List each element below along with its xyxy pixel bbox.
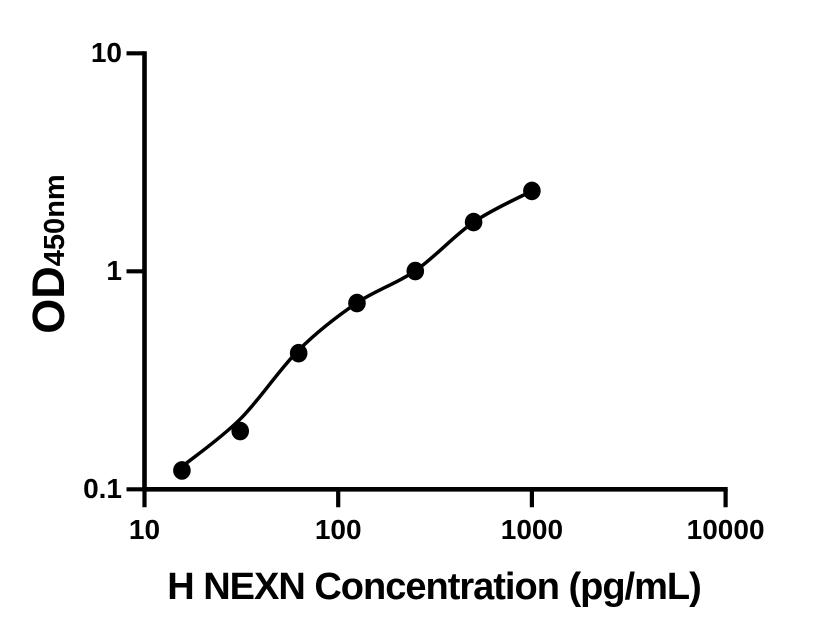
data-points bbox=[173, 181, 541, 480]
y-tick-label: 0.1 bbox=[83, 473, 122, 505]
data-point-marker bbox=[289, 343, 308, 363]
x-tick-label: 100 bbox=[314, 514, 362, 545]
y-tick-label: 1 bbox=[106, 255, 122, 287]
x-tick-label: 1000 bbox=[500, 514, 564, 545]
y-axis-title-subscript: 450nm bbox=[39, 174, 71, 267]
data-point-marker bbox=[406, 261, 425, 281]
x-tick-label: 10000 bbox=[686, 514, 765, 545]
y-axis-title-main: OD bbox=[23, 266, 74, 334]
y-tick-label: 10 bbox=[90, 37, 122, 69]
data-point-marker bbox=[348, 293, 366, 313]
data-point-marker bbox=[173, 461, 191, 480]
x-axis-title: H NEXN Concentration (pg/mL) bbox=[167, 566, 702, 608]
data-point-marker bbox=[464, 212, 483, 232]
axis-ticks bbox=[126, 51, 728, 508]
data-point-marker bbox=[523, 181, 541, 201]
data-point-marker bbox=[231, 421, 250, 441]
axis-lines bbox=[142, 51, 728, 492]
x-tick-label: 10 bbox=[128, 514, 161, 545]
y-axis-title: OD450nm bbox=[23, 174, 75, 333]
axes bbox=[126, 51, 728, 508]
